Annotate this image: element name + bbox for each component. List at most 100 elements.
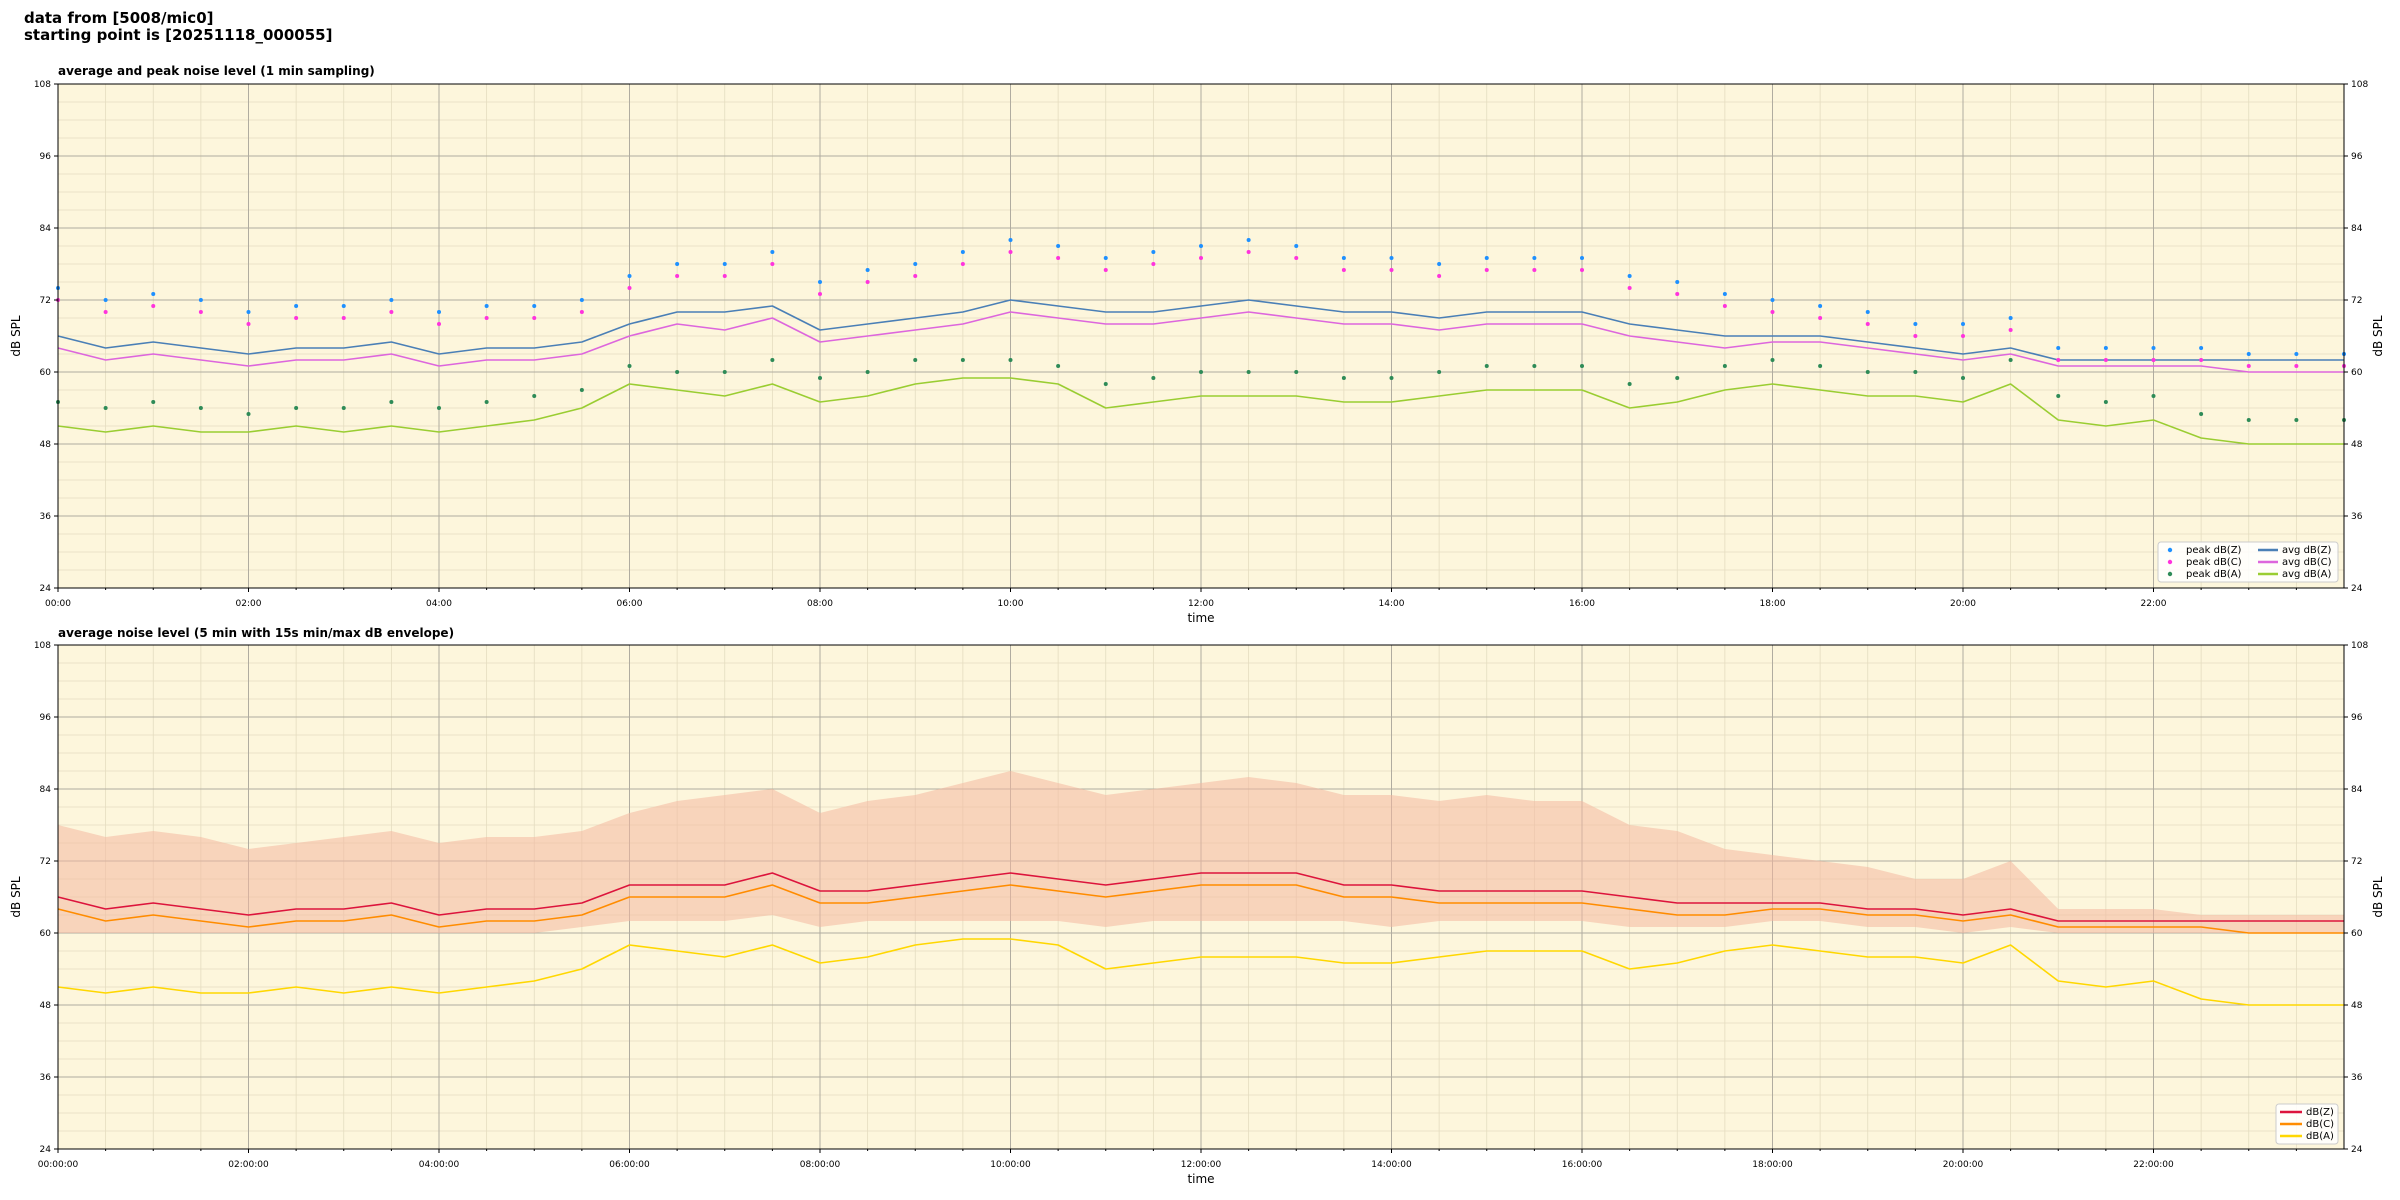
top-point-peak-db-c bbox=[1389, 268, 1394, 272]
bottom-line-db-a bbox=[57, 938, 2344, 1006]
top-point-peak-db-a bbox=[294, 406, 299, 410]
top-yaxis-label-right: dB SPL bbox=[2371, 315, 2385, 357]
bottom-xtick-label: 14:00:00 bbox=[1371, 1160, 1412, 1170]
bottom-legend-box bbox=[2275, 1103, 2339, 1145]
top-point-peak-db-z bbox=[675, 262, 680, 266]
top-point-peak-db-c bbox=[1151, 262, 1156, 266]
bottom-xtick-label: 00:00:00 bbox=[38, 1160, 79, 1170]
top-point-peak-db-c bbox=[151, 304, 156, 308]
top-xtick-label: 22:00 bbox=[2141, 599, 2167, 609]
top-point-peak-db-c bbox=[1675, 292, 1680, 296]
top-point-peak-db-c bbox=[1294, 256, 1299, 260]
top-point-peak-db-c bbox=[1961, 334, 1965, 338]
top-point-peak-db-c bbox=[913, 274, 918, 278]
top-point-peak-db-c bbox=[1246, 250, 1251, 254]
top-point-peak-db-c bbox=[818, 292, 822, 296]
top-point-peak-db-a bbox=[1437, 370, 1442, 374]
top-ytick-label-left: 36 bbox=[40, 512, 52, 522]
top-point-peak-db-z bbox=[1675, 280, 1680, 284]
top-legend-marker-peak-db-c- bbox=[2167, 559, 2173, 565]
top-legend-marker-peak-db-z- bbox=[2167, 547, 2173, 553]
top-point-peak-db-c bbox=[1865, 322, 1870, 326]
top-point-peak-db-z bbox=[1484, 256, 1489, 260]
top-point-peak-db-a bbox=[1056, 364, 1061, 368]
top-ytick-label-right: 72 bbox=[2351, 296, 2362, 306]
top-ytick-label-right: 48 bbox=[2351, 440, 2363, 450]
top-point-peak-db-c bbox=[246, 322, 251, 326]
top-point-peak-db-a bbox=[960, 358, 965, 362]
top-point-peak-db-a bbox=[1484, 364, 1489, 368]
top-point-peak-db-z bbox=[532, 304, 537, 308]
top-point-peak-db-c bbox=[2008, 328, 2013, 332]
top-point-peak-db-c bbox=[1103, 268, 1108, 272]
top-ytick-label-left: 60 bbox=[40, 368, 52, 378]
top-point-peak-db-c bbox=[2151, 358, 2156, 362]
bottom-ytick-label-left: 84 bbox=[40, 785, 52, 795]
top-point-peak-db-c bbox=[2294, 364, 2299, 368]
top-point-peak-db-c bbox=[198, 310, 203, 314]
top-legend-label: avg dB(A) bbox=[2282, 569, 2332, 580]
top-legend-label: peak dB(C) bbox=[2186, 557, 2242, 568]
top-point-peak-db-a bbox=[2199, 412, 2204, 416]
bottom-xtick-label: 02:00:00 bbox=[228, 1160, 269, 1170]
top-point-peak-db-z bbox=[198, 298, 203, 302]
top-line-avg-db-a bbox=[57, 377, 2344, 445]
top-point-peak-db-z bbox=[1913, 322, 1918, 326]
top-point-peak-db-z bbox=[103, 298, 108, 302]
top-point-peak-db-c bbox=[2103, 358, 2108, 362]
bottom-ytick-label-left: 96 bbox=[40, 713, 52, 723]
top-point-peak-db-z bbox=[1818, 304, 1823, 308]
top-point-peak-db-a bbox=[579, 388, 584, 392]
top-point-peak-db-a bbox=[341, 406, 346, 410]
top-point-peak-db-a bbox=[1199, 370, 1203, 374]
top-point-peak-db-c bbox=[1437, 274, 1442, 278]
top-point-peak-db-z bbox=[818, 280, 822, 284]
top-point-peak-db-a bbox=[1818, 364, 1823, 368]
top-point-peak-db-a bbox=[770, 358, 775, 362]
bottom-legend-label: dB(A) bbox=[2306, 1131, 2334, 1142]
top-point-peak-db-z bbox=[2056, 346, 2061, 350]
top-point-peak-db-a bbox=[2008, 358, 2013, 362]
top-xtick-label: 00:00 bbox=[45, 599, 71, 609]
top-point-peak-db-z bbox=[2151, 346, 2156, 350]
top-xtick-label: 14:00 bbox=[1379, 599, 1405, 609]
top-ytick-label-right: 24 bbox=[2351, 584, 2363, 594]
bottom-yaxis-label-right: dB SPL bbox=[2371, 876, 2385, 918]
top-ytick-label-left: 108 bbox=[34, 80, 51, 90]
bottom-xtick-label: 08:00:00 bbox=[800, 1160, 841, 1170]
bottom-chart-title: average noise level (5 min with 15s min/… bbox=[58, 626, 455, 640]
top-line-avg-db-z bbox=[57, 299, 2344, 361]
top-point-peak-db-c bbox=[1008, 250, 1013, 254]
top-point-peak-db-a bbox=[1580, 364, 1584, 368]
top-point-peak-db-a bbox=[484, 400, 489, 404]
top-point-peak-db-z bbox=[960, 250, 965, 254]
bottom-ytick-label-right: 48 bbox=[2351, 1001, 2363, 1011]
bottom-ytick-label-left: 60 bbox=[40, 929, 52, 939]
top-ytick-label-right: 96 bbox=[2351, 152, 2363, 162]
top-point-peak-db-a bbox=[2294, 418, 2299, 422]
top-legend-label: peak dB(A) bbox=[2186, 569, 2242, 580]
top-point-peak-db-z bbox=[341, 304, 346, 308]
top-point-peak-db-c bbox=[2246, 364, 2251, 368]
top-point-peak-db-c bbox=[294, 316, 299, 320]
top-point-peak-db-z bbox=[1199, 244, 1203, 248]
top-point-peak-db-c bbox=[1913, 334, 1918, 338]
top-point-peak-db-a bbox=[627, 364, 632, 368]
top-ytick-label-left: 72 bbox=[40, 296, 51, 306]
top-ytick-label-left: 24 bbox=[40, 584, 52, 594]
top-point-peak-db-z bbox=[1865, 310, 1870, 314]
top-xtick-label: 06:00 bbox=[617, 599, 643, 609]
bottom-ytick-label-left: 108 bbox=[34, 641, 51, 651]
top-point-peak-db-z bbox=[2199, 346, 2204, 350]
top-point-peak-db-z bbox=[1389, 256, 1394, 260]
top-point-peak-db-a bbox=[1770, 358, 1775, 362]
bottom-line-db-z bbox=[57, 872, 2344, 922]
top-point-peak-db-c bbox=[1056, 256, 1061, 260]
top-point-peak-db-z bbox=[1246, 238, 1251, 242]
top-point-peak-db-c bbox=[1199, 256, 1203, 260]
top-point-peak-db-a bbox=[1961, 376, 1965, 380]
top-xtick-label: 02:00 bbox=[236, 599, 262, 609]
bottom-xtick-label: 20:00:00 bbox=[1943, 1160, 1984, 1170]
top-point-peak-db-a bbox=[1389, 376, 1394, 380]
top-xaxis-label: time bbox=[1187, 611, 1214, 625]
